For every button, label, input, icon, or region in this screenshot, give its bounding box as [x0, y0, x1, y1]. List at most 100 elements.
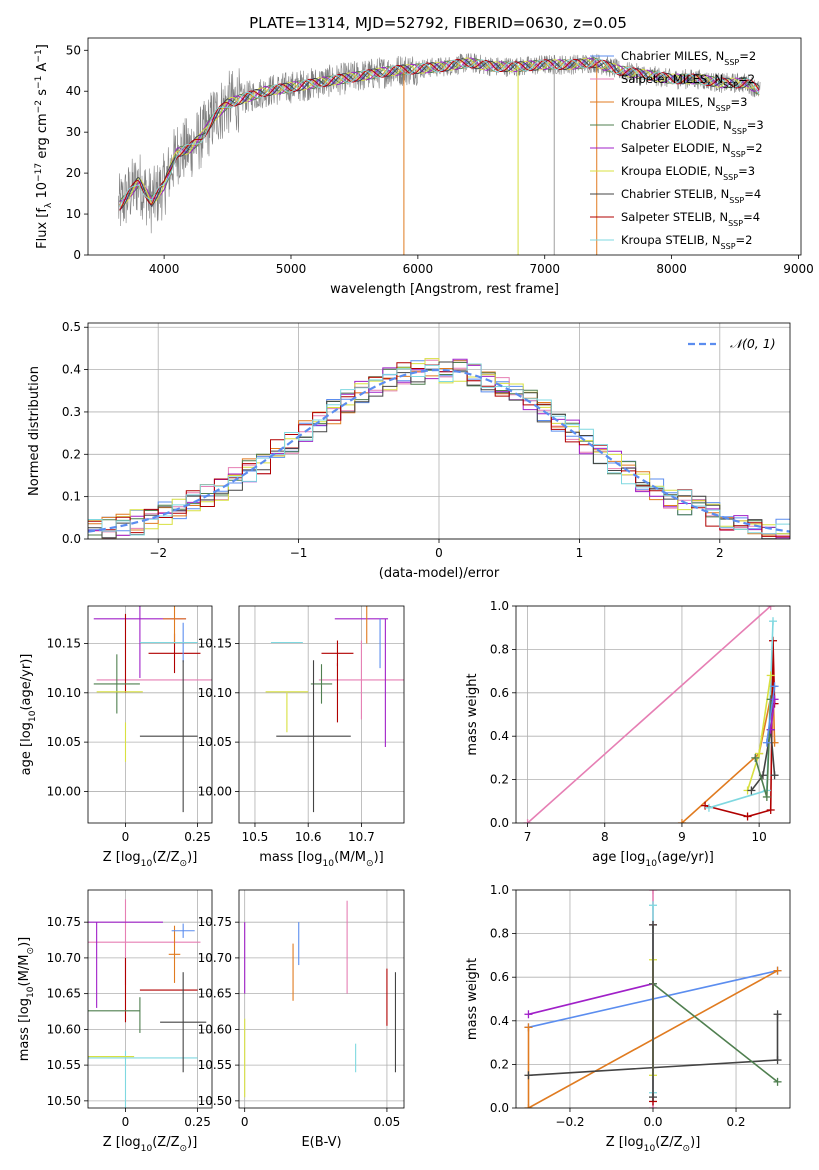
weight-marker: [766, 805, 775, 814]
axes-mass_vs_EBV: 0 0.05 10.50 10.55 10.60 10.65 10.70 10.75 E(B-V…: [198, 889, 405, 1150]
plot-area-mass_vs_EBV: [244, 900, 397, 1098]
x-tick-label: −1: [290, 546, 308, 560]
x-tick-label: 0.2: [726, 1115, 745, 1129]
x-tick-label: 0: [241, 1115, 249, 1129]
error-bar-point: [93, 654, 140, 714]
y-tick-label: 1.0: [490, 883, 509, 897]
axes-frame: [515, 605, 791, 824]
x-tick-label: 0.0: [643, 1115, 662, 1129]
weight-line: [652, 983, 778, 1083]
axes-age_vs_Z: 0 0.25 10.00 10.05 10.10 10.15 Z [log10(Z/Z⊙)]…: [19, 605, 213, 869]
weight-marker: [704, 803, 713, 812]
legend-label: Chabrier MILES, NSSP=2: [621, 49, 756, 67]
legend-label: Salpeter STELIB, NSSP=4: [621, 210, 760, 228]
error-bar-point: [171, 923, 195, 938]
x-tick-label: 9: [678, 830, 686, 844]
plot-area-residuals: [88, 358, 790, 539]
weight-marker: [751, 753, 760, 762]
weight-line: [527, 606, 772, 823]
legend-label: Chabrier ELODIE, NSSP=3: [621, 118, 764, 136]
weight-marker: [677, 819, 686, 823]
x-axis-label: age [log10(age/yr)]: [592, 850, 714, 869]
y-tick-label: 0.8: [490, 642, 509, 656]
y-tick-label: 10.75: [47, 915, 81, 929]
x-tick-label: 10.5: [242, 830, 269, 844]
x-tick-label: 1: [576, 546, 584, 560]
y-tick-label: 0.0: [62, 532, 81, 546]
histogram-step: [88, 363, 790, 536]
y-tick-label: 10.00: [47, 784, 81, 798]
plot-area-age_vs_mass: [265, 606, 404, 813]
weight-marker: [747, 786, 756, 795]
legend-label: Kroupa STELIB, NSSP=2: [621, 233, 752, 251]
plot-area-weight_vs_age: [523, 606, 779, 823]
y-tick-label: 0.6: [490, 686, 509, 700]
y-tick-label: 0.5: [62, 320, 81, 334]
weight-marker: [770, 682, 779, 691]
legend-label: Kroupa MILES, NSSP=3: [621, 95, 747, 113]
y-tick-label: 10.50: [198, 1094, 232, 1108]
axes-frame: [87, 605, 213, 824]
y-tick-label: 0.0: [490, 1101, 509, 1115]
y-axis-label: age [log10(age/yr)]: [19, 654, 38, 776]
y-tick-label: 0.4: [490, 1014, 509, 1028]
x-axis-label: Z [log10(Z/Z⊙)]: [103, 850, 198, 869]
weight-marker: [523, 819, 532, 823]
x-tick-label: 5000: [276, 262, 307, 276]
error-bar-point: [321, 640, 354, 667]
y-tick-label: 1.0: [490, 599, 509, 613]
y-tick-label: 10.60: [47, 1022, 81, 1036]
axes-residuals: −2 −1 0 1 2 0.0 0.1 0.2 0.3 0.4 0.5 (data-model)/er…: [27, 320, 791, 581]
x-axis-label: Z [log10(Z/Z⊙)]: [606, 1135, 701, 1154]
error-bar-point: [276, 660, 351, 813]
x-tick-label: 0.25: [184, 830, 211, 844]
y-tick-label: 0.0: [490, 816, 509, 830]
y-tick-label: 10.50: [47, 1094, 81, 1108]
error-bar-point: [162, 606, 187, 644]
y-tick-label: 10.75: [198, 915, 232, 929]
y-tick-label: 0.3: [62, 405, 81, 419]
y-tick-label: 10.70: [198, 951, 232, 965]
x-tick-label: 7: [524, 830, 532, 844]
y-tick-label: 10: [66, 207, 81, 221]
axes-spectrum: 4000 5000 6000 7000 8000 9000 0 10 20 30 40 50 wavel…: [34, 37, 814, 297]
x-tick-label: 0: [122, 830, 130, 844]
x-tick-label: 0: [122, 1115, 130, 1129]
error-bar-point: [318, 640, 404, 720]
y-tick-label: 10.55: [47, 1058, 81, 1072]
weight-marker: [762, 738, 771, 747]
weight-marker: [755, 749, 764, 758]
x-tick-label: 0.25: [184, 1115, 211, 1129]
weight-line: [766, 686, 776, 743]
y-tick-label: 10.10: [47, 686, 81, 700]
weight-marker: [762, 792, 771, 801]
legend-label: Salpeter ELODIE, NSSP=2: [621, 141, 763, 159]
axes-weight_vs_age: 7 8 9 10 0.0 0.2 0.4 0.6 0.8 1.0 age [log10(age/yr…: [465, 599, 791, 869]
y-tick-label: 10.05: [198, 735, 232, 749]
error-bar-point: [310, 664, 333, 704]
legend-label: Kroupa ELODIE, NSSP=3: [621, 164, 755, 182]
y-tick-label: 50: [66, 43, 81, 57]
y-tick-label: 10.10: [198, 686, 232, 700]
x-tick-label: 8000: [656, 262, 687, 276]
x-tick-label: 0: [435, 546, 443, 560]
weight-marker: [649, 901, 657, 910]
legend: Chabrier MILES, NSSP=2 Salpeter MILES, NS…: [590, 49, 764, 251]
y-tick-label: 10.65: [198, 987, 232, 1001]
weight-marker: [524, 1010, 533, 1019]
x-tick-label: −0.2: [555, 1115, 584, 1129]
weight-marker: [770, 695, 779, 704]
weight-marker: [649, 890, 657, 894]
x-tick-label: 9000: [783, 262, 814, 276]
weight-line: [528, 982, 654, 1016]
y-tick-label: 0: [73, 248, 81, 262]
y-tick-label: 0.1: [62, 490, 81, 504]
x-tick-label: 4000: [149, 262, 180, 276]
x-tick-label: 8: [601, 830, 609, 844]
weight-line: [769, 699, 776, 730]
y-tick-label: 10.65: [47, 987, 81, 1001]
y-axis-label: mass weight: [465, 958, 480, 1040]
x-axis-label: (data-model)/error: [379, 566, 500, 581]
y-tick-label: 0.4: [490, 729, 509, 743]
